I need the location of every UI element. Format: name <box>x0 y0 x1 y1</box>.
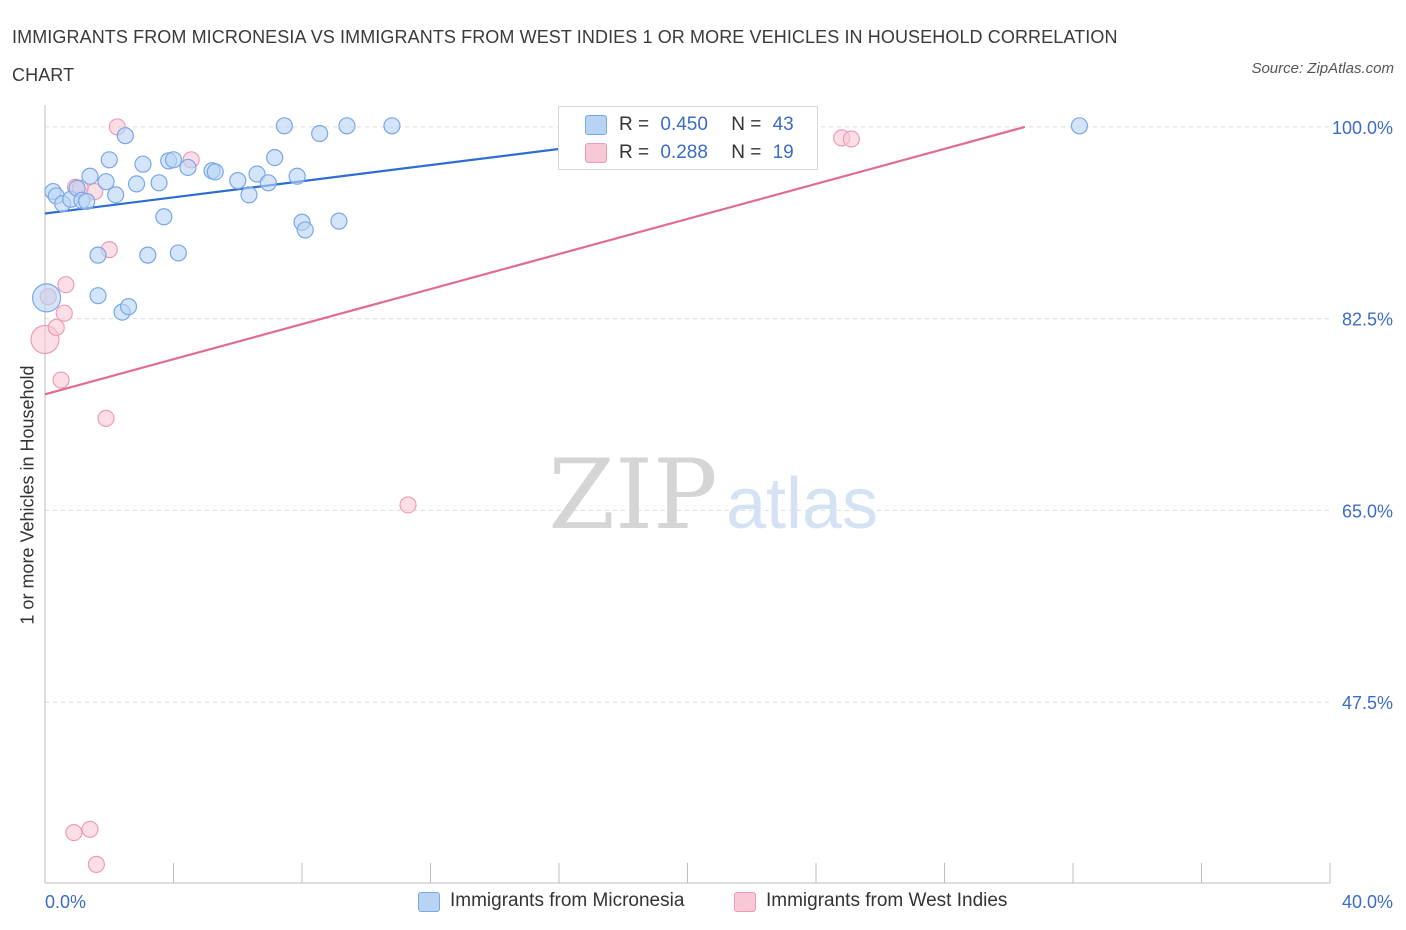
point-micronesia-10 <box>89 287 107 305</box>
point-micronesia-24 <box>169 244 187 262</box>
y-tick-label-0: 100.0% <box>1332 118 1393 138</box>
point-micronesia-21 <box>155 208 173 226</box>
watermark: ZIP atlas <box>548 439 878 551</box>
data-points <box>30 116 1089 873</box>
gridlines <box>45 126 1330 703</box>
legend-text-micronesia: R = 0.450 N = 43 <box>619 114 794 135</box>
y-tick-label-1: 82.5% <box>1342 310 1393 330</box>
source-credit: Source: ZipAtlas.com <box>1251 60 1394 77</box>
point-micronesia-17 <box>127 175 146 193</box>
trend-line-1 <box>44 125 1026 396</box>
point-micronesia-36 <box>296 221 314 239</box>
point-west-indies-18 <box>842 130 860 148</box>
r-value-micronesia: 0.450 <box>660 114 708 135</box>
legend-swatch-west-indies <box>585 143 607 163</box>
point-micronesia-18 <box>134 155 152 173</box>
y-axis-label: 1 or more Vehicles in Household <box>17 365 38 625</box>
stats-legend: R = 0.450 N = 43 R = 0.288 N = 19 <box>558 106 818 170</box>
point-west-indies-9 <box>81 820 99 838</box>
series-swatch-west-indies <box>734 892 756 912</box>
point-micronesia-28 <box>229 172 247 190</box>
watermark-zip: ZIP <box>548 439 717 551</box>
x-tick-label-1: 40.0% <box>1342 892 1393 912</box>
point-micronesia-34 <box>288 167 306 185</box>
point-micronesia-8 <box>81 167 99 185</box>
point-west-indies-16 <box>399 496 417 514</box>
point-west-indies-2 <box>47 318 65 337</box>
point-micronesia-23 <box>164 151 183 169</box>
point-micronesia-33 <box>275 117 293 135</box>
point-micronesia-7 <box>78 192 96 211</box>
point-micronesia-13 <box>107 186 125 204</box>
point-micronesia-12 <box>100 151 118 169</box>
n-value-micronesia: 43 <box>772 114 794 135</box>
point-micronesia-32 <box>266 148 284 167</box>
point-micronesia-25 <box>179 158 197 177</box>
point-west-indies-5 <box>57 276 75 294</box>
y-tick-label-3: 47.5% <box>1342 693 1393 713</box>
point-micronesia-11 <box>97 173 115 191</box>
point-micronesia-39 <box>338 117 356 135</box>
point-micronesia-37 <box>311 124 329 143</box>
chart-title: IMMIGRANTS FROM MICRONESIA VS IMMIGRANTS… <box>12 27 1118 85</box>
point-micronesia-30 <box>248 165 266 183</box>
series-legend: Immigrants from Micronesia Immigrants fr… <box>0 888 1406 918</box>
x-tick-label-0: 0.0% <box>45 892 86 912</box>
tick-labels: 100.0% 82.5% 65.0% 47.5% 0.0% 40.0% <box>45 118 1393 912</box>
watermark-atlas: atlas <box>726 464 878 544</box>
point-micronesia-27 <box>206 163 224 181</box>
point-micronesia-40 <box>383 117 401 135</box>
point-west-indies-6 <box>65 823 83 842</box>
point-micronesia-20 <box>150 174 168 192</box>
point-micronesia-19 <box>139 246 157 264</box>
series-swatch-micronesia <box>418 892 440 912</box>
axes <box>44 105 1331 884</box>
series-name-micronesia: Immigrants from Micronesia <box>450 890 685 911</box>
r-value-west-indies: 0.288 <box>660 142 708 163</box>
point-west-indies-3 <box>52 371 70 389</box>
point-west-indies-4 <box>55 304 73 322</box>
series-name-west-indies: Immigrants from West Indies <box>766 890 1008 911</box>
legend-swatch-micronesia <box>585 115 607 135</box>
point-west-indies-11 <box>87 855 106 873</box>
n-value-west-indies: 19 <box>772 142 794 163</box>
point-micronesia-0 <box>32 283 62 313</box>
point-micronesia-9 <box>89 246 107 264</box>
point-micronesia-16 <box>119 298 138 316</box>
point-west-indies-12 <box>97 409 115 427</box>
point-micronesia-38 <box>330 212 348 230</box>
point-micronesia-42 <box>1070 117 1089 135</box>
legend-text-west-indies: R = 0.288 N = 19 <box>619 142 794 163</box>
point-micronesia-15 <box>116 127 134 145</box>
point-micronesia-29 <box>240 186 258 204</box>
point-micronesia-31 <box>259 174 277 192</box>
y-tick-label-2: 65.0% <box>1342 501 1393 521</box>
